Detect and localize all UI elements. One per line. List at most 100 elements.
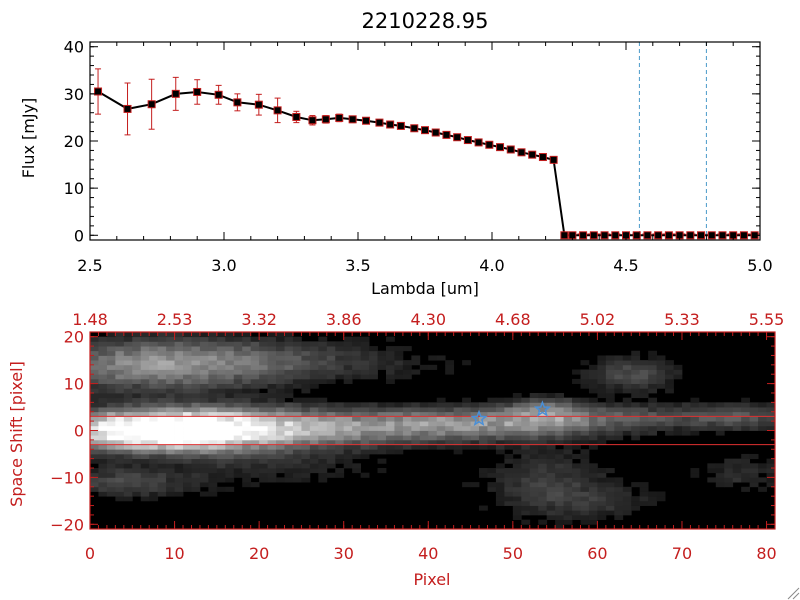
data-point — [485, 140, 494, 149]
data-point — [506, 145, 515, 154]
data-point — [589, 231, 598, 240]
pixel-tick-label: 60 — [587, 544, 607, 563]
data-point — [538, 153, 547, 162]
reference-vlines — [638, 42, 707, 240]
data-point — [410, 124, 419, 133]
pixel-tick-label: 70 — [672, 544, 692, 563]
y-tick-label: 20 — [64, 132, 84, 151]
data-point — [396, 121, 405, 130]
data-point — [560, 231, 569, 240]
space-shift-tick-label: 0 — [74, 422, 84, 441]
data-point — [233, 98, 242, 107]
data-point — [718, 231, 727, 240]
star-markers — [470, 400, 552, 427]
x-tick-label: 3.5 — [345, 256, 370, 275]
spectrum-2d-image: 0 1.48 10 2.53 20 3.32 30 3.86 40 4.30 50 4.68 60 5.0… — [7, 310, 784, 589]
wavelength-tick-label: 5.02 — [580, 310, 616, 329]
space-shift-tick-label: 20 — [64, 328, 84, 347]
data-point — [453, 133, 462, 142]
data-point — [292, 112, 301, 121]
data-point — [171, 89, 180, 98]
y-tick-label: 30 — [64, 85, 84, 104]
pixel-tick-label: 10 — [164, 544, 184, 563]
data-point — [632, 231, 641, 240]
image-axis-ticks: 0 1.48 10 2.53 20 3.32 30 3.86 40 4.30 50 4.68 60 5.0… — [50, 310, 784, 563]
wavelength-tick-label: 4.30 — [410, 310, 446, 329]
data-point — [431, 128, 440, 137]
x-tick-label: 3.0 — [211, 256, 236, 275]
data-point — [147, 100, 156, 109]
chart-title: 2210228.95 — [362, 9, 489, 33]
y-tick-label: 40 — [64, 38, 84, 57]
data-point — [214, 90, 223, 99]
data-point — [517, 148, 526, 157]
data-point — [707, 231, 716, 240]
data-point — [348, 115, 357, 124]
pixel-axis-label: Pixel — [413, 570, 450, 589]
data-point — [474, 138, 483, 147]
data-point — [193, 87, 202, 96]
data-point — [549, 155, 558, 164]
flux-line — [97, 90, 755, 237]
space-shift-tick-label: −10 — [50, 468, 84, 487]
data-point — [442, 130, 451, 139]
x-tick-label: 4.5 — [613, 256, 638, 275]
data-point — [386, 120, 395, 129]
data-point — [686, 231, 695, 240]
image-pixels — [90, 332, 776, 530]
data-point — [321, 115, 330, 124]
pixel-tick-label: 50 — [503, 544, 523, 563]
data-point — [463, 136, 472, 145]
spectrum-axis-ticks: 2.5 3.0 3.5 4.0 4.5 5.0 0 10 20 30 40 — [64, 38, 773, 275]
wavelength-tick-label: 3.86 — [326, 310, 362, 329]
trace-lines — [90, 415, 775, 446]
pixel-tick-label: 0 — [85, 544, 95, 563]
data-point — [308, 116, 317, 125]
space-shift-tick-label: −20 — [50, 515, 84, 534]
wavelength-tick-label: 1.48 — [72, 310, 108, 329]
pixel-tick-label: 20 — [249, 544, 269, 563]
spectrum-plot-frame — [89, 41, 761, 241]
x-tick-label: 5.0 — [747, 256, 772, 275]
data-point — [335, 113, 344, 122]
data-point — [664, 231, 673, 240]
data-point — [362, 116, 371, 125]
x-axis-label: Lambda [um] — [371, 279, 479, 298]
x-tick-label: 2.5 — [77, 256, 102, 275]
wavelength-tick-label: 4.68 — [495, 310, 531, 329]
data-point — [421, 126, 429, 135]
data-point — [273, 106, 282, 115]
star-icon — [533, 400, 552, 417]
x-tick-label: 4.0 — [479, 256, 504, 275]
data-point — [611, 231, 620, 240]
flux-series — [94, 68, 759, 240]
space-shift-axis-label: Space Shift [pixel] — [7, 361, 26, 507]
space-shift-tick-label: 10 — [64, 375, 84, 394]
data-point — [254, 100, 263, 109]
data-point — [94, 87, 103, 96]
data-point — [643, 231, 652, 240]
data-point — [123, 104, 132, 113]
wavelength-tick-label: 5.55 — [749, 310, 785, 329]
y-tick-label: 0 — [74, 226, 84, 245]
pixel-tick-label: 80 — [756, 544, 776, 563]
y-tick-label: 10 — [64, 179, 84, 198]
data-point — [739, 231, 748, 240]
data-point — [697, 231, 706, 240]
data-point — [579, 231, 588, 240]
resize-grip-icon[interactable] — [787, 587, 800, 600]
spectrum-plot: 2210228.95 2.5 3.0 3.5 4.0 4.5 5.0 0 10 20 30 40 L… — [19, 9, 773, 298]
star-icon — [470, 409, 488, 427]
data-point — [528, 150, 537, 159]
wavelength-tick-label: 5.33 — [664, 310, 700, 329]
data-point — [600, 231, 609, 240]
wavelength-tick-label: 2.53 — [157, 310, 193, 329]
data-point — [375, 118, 384, 127]
wavelength-tick-label: 3.32 — [241, 310, 277, 329]
pixel-tick-label: 30 — [334, 544, 354, 563]
data-point — [654, 231, 663, 240]
data-point — [496, 143, 505, 152]
pixel-tick-label: 40 — [418, 544, 438, 563]
y-axis-label: Flux [mJy] — [19, 98, 38, 179]
